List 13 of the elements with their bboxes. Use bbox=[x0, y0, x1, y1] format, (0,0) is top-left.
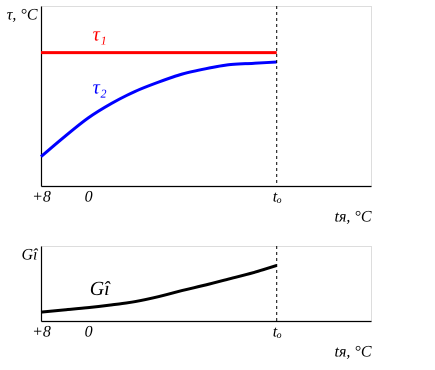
x-tick-label: 0 bbox=[84, 324, 93, 340]
x-tick-label: +8 bbox=[32, 188, 51, 206]
x-tick-label: +8 bbox=[32, 324, 51, 340]
series-label: τ₁ bbox=[92, 24, 107, 46]
x-tick-label: tₒ bbox=[272, 188, 282, 206]
y-axis-title: τ, °C bbox=[6, 6, 38, 24]
x-tick-label: tₒ bbox=[272, 324, 282, 340]
x-tick-label: 0 bbox=[84, 188, 93, 206]
x-axis-title: tя, °C bbox=[334, 344, 372, 360]
x-axis-title: tя, °C bbox=[334, 208, 372, 226]
series-label: τ₂ bbox=[92, 76, 107, 98]
series-label: Gî bbox=[90, 278, 112, 300]
y-axis-title: Gî bbox=[22, 246, 40, 264]
